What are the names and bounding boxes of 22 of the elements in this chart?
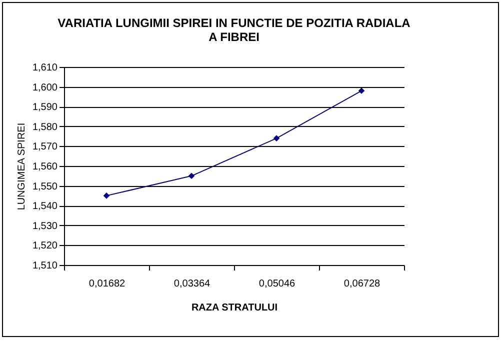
y-axis-title: LUNGIMEA SPIREI [16,122,28,210]
point [273,135,280,142]
x-tick-label: 0,06728 [344,278,381,290]
y-tick-label: 1,590 [32,102,58,114]
x-tick-label: 0,01682 [88,278,126,290]
point [103,192,110,199]
y-tick-label: 1,550 [32,181,58,192]
y-tick-label: 1,570 [32,142,58,153]
chart-title: VARIATIA LUNGIMII SPIREI IN FUNCTIE DE POZITIA RADIALA A FIBREI [58,16,411,44]
x-axis-title: RAZA STRATULUI [191,302,278,314]
y-tick-label: 1,510 [32,260,58,272]
y-tick-label: 1,530 [32,220,58,232]
y-tick-label: 1,580 [32,122,58,133]
x-tick-label: 0,03364 [174,278,211,290]
y-tick-label: 1,540 [32,201,58,212]
y-tick-label: 1,560 [32,162,58,172]
x-tick-label: 0,05046 [258,278,296,290]
y-tick-label: 1,600 [32,82,58,94]
y-tick-label: 1,520 [32,240,58,252]
y-tick-label: 1,610 [32,62,58,74]
point [358,88,365,94]
point [188,172,195,180]
